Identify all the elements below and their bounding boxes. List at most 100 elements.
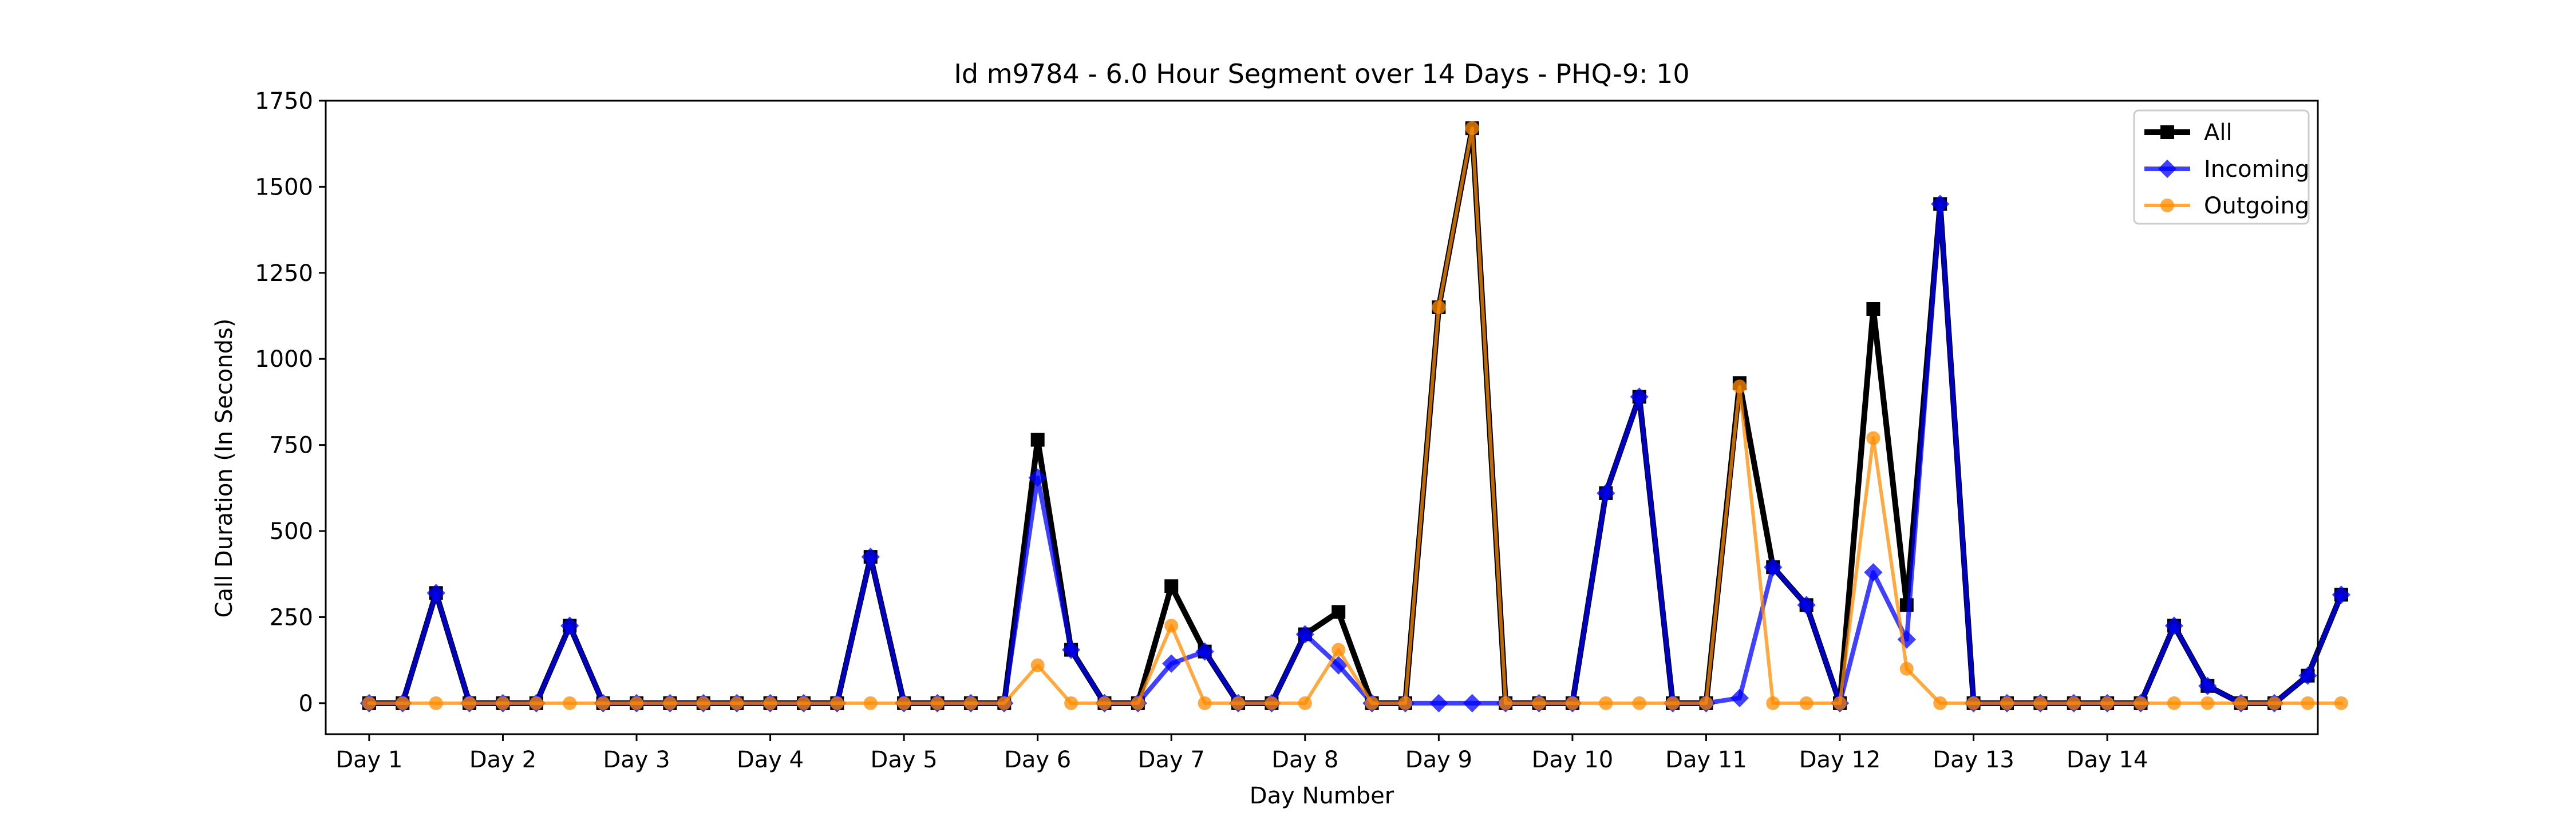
point-outgoing-32: [1432, 300, 1446, 314]
point-outgoing-43: [1799, 696, 1814, 710]
x-tick-label: Day 13: [1933, 747, 2014, 773]
legend-swatch-marker: [2160, 125, 2174, 139]
point-outgoing-54: [2167, 696, 2181, 710]
point-outgoing-20: [1030, 658, 1045, 672]
point-incoming-25: [1195, 642, 1214, 661]
y-tick-label: 0: [299, 691, 313, 717]
series-outgoing: [362, 121, 2348, 710]
point-outgoing-14: [830, 696, 844, 710]
point-outgoing-3: [463, 696, 477, 710]
point-incoming-54: [2164, 616, 2184, 635]
x-tick-label: Day 9: [1405, 747, 1472, 773]
point-outgoing-4: [496, 696, 510, 710]
chart-title: Id m9784 - 6.0 Hour Segment over 14 Days…: [954, 58, 1689, 89]
point-outgoing-31: [1398, 696, 1412, 710]
point-outgoing-10: [696, 696, 710, 710]
point-incoming-41: [1730, 688, 1749, 707]
y-tick-label: 500: [270, 518, 313, 545]
point-outgoing-13: [796, 696, 811, 710]
legend-item-outgoing: Outgoing: [2144, 193, 2309, 219]
point-incoming-58: [2298, 666, 2317, 685]
point-outgoing-56: [2234, 696, 2248, 710]
x-axis-label: Day Number: [1250, 783, 1394, 809]
point-outgoing-18: [963, 696, 978, 710]
point-incoming-59: [2332, 585, 2350, 604]
point-outgoing-0: [362, 696, 376, 710]
legend-item-incoming: Incoming: [2144, 156, 2309, 183]
y-axis: 0 250 500 750 1000 1250 1500 1750: [255, 88, 326, 717]
x-tick-label: Day 1: [335, 747, 402, 773]
point-outgoing-58: [2301, 696, 2315, 710]
point-incoming-15: [861, 548, 880, 566]
x-tick-label: Day 12: [1799, 747, 1881, 773]
x-tick-label: Day 3: [603, 747, 670, 773]
point-outgoing-41: [1732, 379, 1747, 394]
point-incoming-43: [1797, 596, 1816, 615]
point-incoming-55: [2198, 676, 2217, 695]
point-outgoing-37: [1599, 696, 1613, 710]
point-outgoing-36: [1565, 696, 1579, 710]
point-incoming-45: [1864, 563, 1883, 582]
plot-frame: [325, 100, 2319, 735]
point-outgoing-53: [2134, 696, 2148, 710]
point-outgoing-15: [863, 696, 878, 710]
point-outgoing-16: [897, 696, 911, 710]
x-tick-label: Day 11: [1665, 747, 1747, 773]
point-outgoing-34: [1499, 696, 1513, 710]
point-outgoing-52: [2100, 696, 2115, 710]
x-tick-label: Day 6: [1004, 747, 1071, 773]
point-outgoing-30: [1365, 696, 1379, 710]
point-outgoing-9: [663, 696, 677, 710]
point-incoming-32: [1429, 694, 1448, 712]
x-tick-label: Day 10: [1532, 747, 1614, 773]
point-outgoing-35: [1532, 696, 1546, 710]
point-outgoing-42: [1766, 696, 1780, 710]
point-incoming-21: [1061, 640, 1081, 659]
point-outgoing-27: [1265, 696, 1279, 710]
y-tick-label: 1250: [255, 260, 313, 287]
point-outgoing-7: [596, 696, 610, 710]
point-outgoing-25: [1198, 696, 1212, 710]
legend-swatch-marker: [2158, 159, 2177, 179]
point-outgoing-2: [429, 696, 443, 710]
point-outgoing-55: [2200, 696, 2215, 710]
point-outgoing-48: [1966, 696, 1981, 710]
point-outgoing-1: [396, 696, 410, 710]
point-outgoing-49: [2000, 696, 2014, 710]
point-outgoing-57: [2267, 696, 2282, 710]
point-incoming-20: [1028, 468, 1047, 487]
point-incoming-42: [1764, 558, 1783, 577]
point-outgoing-24: [1164, 619, 1179, 633]
point-incoming-2: [426, 584, 445, 603]
y-tick-label: 750: [270, 433, 313, 459]
point-outgoing-33: [1465, 121, 1479, 136]
point-outgoing-29: [1332, 643, 1346, 657]
point-outgoing-38: [1632, 696, 1646, 710]
point-outgoing-17: [930, 696, 945, 710]
point-incoming-29: [1329, 656, 1348, 675]
legend-label: Outgoing: [2204, 193, 2309, 219]
y-axis-label: Call Duration (In Seconds): [211, 319, 238, 618]
point-outgoing-59: [2334, 696, 2348, 710]
x-tick-label: Day 7: [1138, 747, 1205, 773]
point-outgoing-28: [1298, 696, 1312, 710]
point-outgoing-21: [1064, 696, 1078, 710]
point-incoming-33: [1463, 694, 1481, 712]
x-tick-label: Day 14: [2067, 747, 2148, 773]
point-outgoing-12: [763, 696, 777, 710]
legend-label: Incoming: [2204, 156, 2309, 183]
point-all-45: [1866, 302, 1880, 316]
point-all-29: [1332, 605, 1346, 619]
legend: All Incoming Outgoing: [2133, 109, 2310, 225]
point-incoming-24: [1162, 654, 1181, 673]
point-incoming-47: [1931, 195, 1950, 213]
point-outgoing-26: [1231, 696, 1246, 710]
point-incoming-6: [560, 616, 579, 635]
point-outgoing-23: [1131, 696, 1145, 710]
point-incoming-28: [1295, 625, 1314, 644]
point-outgoing-51: [2067, 696, 2081, 710]
legend-box: [2133, 109, 2310, 225]
point-outgoing-44: [1833, 696, 1847, 710]
point-outgoing-40: [1699, 696, 1713, 710]
